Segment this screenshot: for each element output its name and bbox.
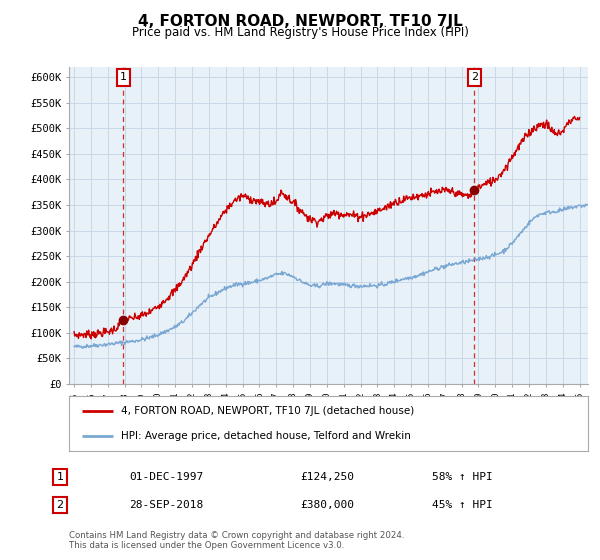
Text: Price paid vs. HM Land Registry's House Price Index (HPI): Price paid vs. HM Land Registry's House … bbox=[131, 26, 469, 39]
Text: Contains HM Land Registry data © Crown copyright and database right 2024.
This d: Contains HM Land Registry data © Crown c… bbox=[69, 530, 404, 550]
Text: 28-SEP-2018: 28-SEP-2018 bbox=[129, 500, 203, 510]
Text: 2: 2 bbox=[56, 500, 64, 510]
Text: 4, FORTON ROAD, NEWPORT, TF10 7JL: 4, FORTON ROAD, NEWPORT, TF10 7JL bbox=[137, 14, 463, 29]
Text: 45% ↑ HPI: 45% ↑ HPI bbox=[432, 500, 493, 510]
Text: 4, FORTON ROAD, NEWPORT, TF10 7JL (detached house): 4, FORTON ROAD, NEWPORT, TF10 7JL (detac… bbox=[121, 406, 414, 416]
Text: 58% ↑ HPI: 58% ↑ HPI bbox=[432, 472, 493, 482]
Text: 2: 2 bbox=[470, 72, 478, 82]
Text: 01-DEC-1997: 01-DEC-1997 bbox=[129, 472, 203, 482]
Text: £124,250: £124,250 bbox=[300, 472, 354, 482]
Text: £380,000: £380,000 bbox=[300, 500, 354, 510]
Text: HPI: Average price, detached house, Telford and Wrekin: HPI: Average price, detached house, Telf… bbox=[121, 431, 411, 441]
Text: 1: 1 bbox=[56, 472, 64, 482]
Text: 1: 1 bbox=[120, 72, 127, 82]
